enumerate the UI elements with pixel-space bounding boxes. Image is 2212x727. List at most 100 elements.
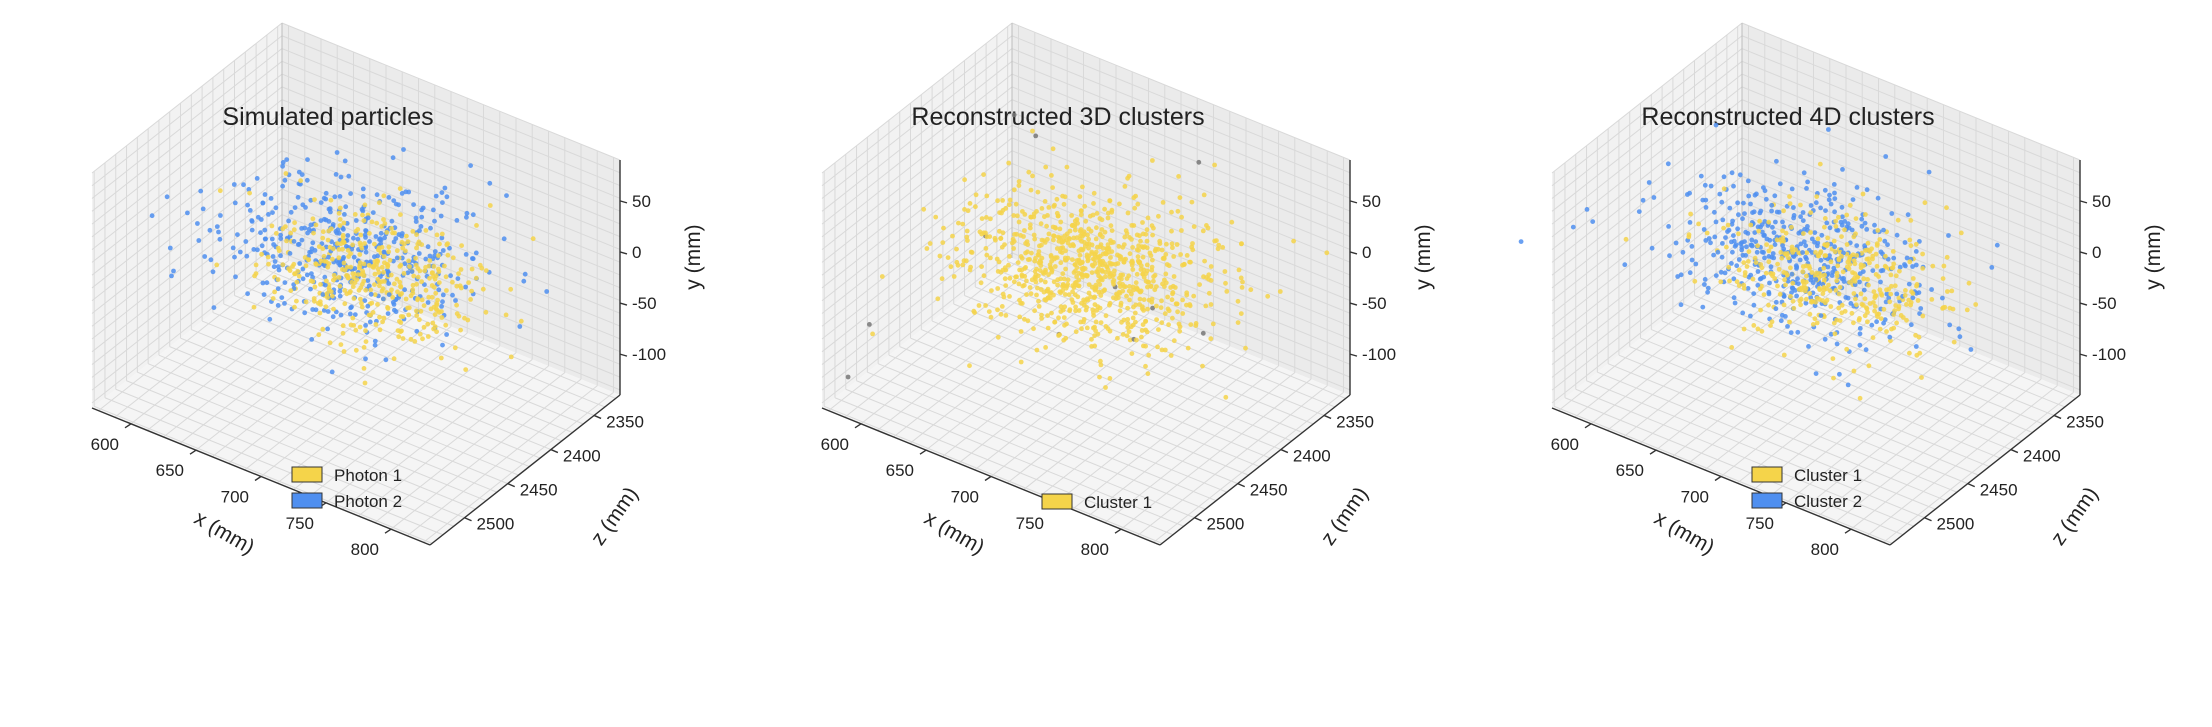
scatter-point: [1175, 208, 1181, 214]
scatter-point: [329, 369, 335, 375]
grid-floor-x: [876, 280, 1068, 431]
scatter-point: [216, 229, 221, 235]
grid-left-y: [821, 150, 1013, 302]
scatter-point: [269, 223, 275, 229]
scatter-point: [530, 236, 536, 242]
scatter-point: [1702, 182, 1708, 188]
scatter-point: [1908, 322, 1914, 328]
scatter-point: [304, 177, 310, 183]
scatter-point: [1112, 268, 1117, 274]
scatter-point: [387, 257, 393, 263]
x-axis-label: x (mm): [190, 507, 258, 560]
scatter-point: [302, 310, 308, 316]
scatter-point: [1067, 228, 1073, 234]
scatter-point: [384, 230, 390, 235]
grid-floor-z: [845, 388, 1184, 527]
scatter-point: [260, 200, 266, 206]
grid-floor-x: [228, 312, 419, 464]
legend-label: Cluster 1: [1794, 466, 1862, 485]
x-tick-label: 700: [951, 488, 979, 507]
scatter-point: [440, 248, 446, 253]
scatter-point: [1291, 238, 1296, 244]
scatter-point: [1076, 257, 1082, 263]
scatter-point: [1160, 200, 1166, 205]
scatter-point: [1783, 230, 1789, 236]
scatter-point: [1773, 299, 1779, 305]
scatter-point: [1037, 268, 1043, 273]
grid-left-y: [1551, 86, 1743, 238]
grid-back-y: [281, 175, 621, 314]
scatter-point: [326, 228, 332, 234]
scatter-point: [1103, 274, 1108, 280]
scatter-point: [1169, 228, 1174, 234]
scatter-point: [1870, 335, 1876, 341]
grid-left-y: [91, 112, 283, 263]
z-axis-label: z (mm): [1317, 483, 1373, 550]
scatter-point: [1121, 317, 1127, 323]
y-tick-mark: [619, 302, 628, 306]
scatter-point: [415, 274, 421, 280]
scatter-point: [473, 250, 479, 256]
z-axis-label: z (mm): [587, 483, 643, 550]
scatter-point: [1140, 304, 1145, 310]
scatter-point: [350, 284, 356, 290]
scatter-point: [1065, 277, 1071, 283]
scatter-point: [995, 269, 1001, 274]
scatter-point: [420, 336, 425, 342]
y-tick-mark: [619, 251, 628, 255]
scatter-point: [1722, 270, 1728, 276]
scatter-point: [316, 244, 322, 250]
scatter-point: [1666, 224, 1671, 229]
scatter-point: [1886, 295, 1892, 301]
grid-floor-x: [1055, 352, 1247, 504]
scatter-point: [1089, 344, 1094, 349]
grid-back-y: [1741, 239, 2081, 378]
scatter-point: [1896, 306, 1901, 312]
scatter-point: [1163, 252, 1169, 257]
scatter-point: [1771, 230, 1777, 236]
scatter-point: [357, 263, 362, 269]
scatter-point: [1817, 161, 1823, 167]
scatter-point: [1763, 196, 1769, 202]
scatter-point: [405, 270, 411, 276]
scatter-point: [994, 256, 1000, 262]
scatter-point: [406, 312, 412, 318]
scatter-point: [1646, 180, 1652, 185]
scatter-point: [413, 215, 419, 221]
scatter-point: [414, 328, 420, 334]
scatter-point: [1675, 274, 1681, 279]
scatter-point: [361, 261, 367, 267]
x-tick-label: 750: [286, 514, 314, 533]
scatter-point: [1872, 295, 1878, 301]
scatter-point: [325, 309, 331, 314]
z-tick-label: 2500: [1937, 515, 1975, 534]
scatter-point: [967, 267, 973, 273]
grid-floor-x: [925, 299, 1117, 451]
scatter-point: [1702, 282, 1707, 287]
scatter-point: [1783, 314, 1788, 319]
scatter-point: [981, 273, 987, 279]
scatter-point: [1762, 188, 1768, 194]
scatter-point: [1764, 236, 1770, 242]
scatter-point: [217, 236, 223, 242]
scatter-point: [371, 263, 377, 269]
scatter-point: [272, 289, 277, 295]
grid-floor-z: [137, 371, 476, 510]
scatter-point: [1732, 300, 1738, 306]
scatter-point: [1146, 297, 1152, 303]
scatter-point: [327, 340, 333, 346]
scatter-point: [397, 264, 403, 269]
scatter-point: [1867, 248, 1873, 254]
scatter-point: [1818, 249, 1824, 255]
scatter-point: [372, 271, 378, 277]
scatter-point: [1013, 274, 1018, 280]
scatter-point: [1166, 263, 1172, 269]
scatter-point: [1093, 236, 1099, 242]
scatter-point: [522, 271, 528, 277]
scatter-point: [1134, 271, 1140, 277]
scatter-point: [1013, 201, 1019, 207]
scatter-point: [1623, 236, 1629, 242]
scatter-point: [1135, 254, 1141, 260]
scatter-point: [1828, 201, 1834, 207]
grid-floor-x: [358, 365, 549, 517]
